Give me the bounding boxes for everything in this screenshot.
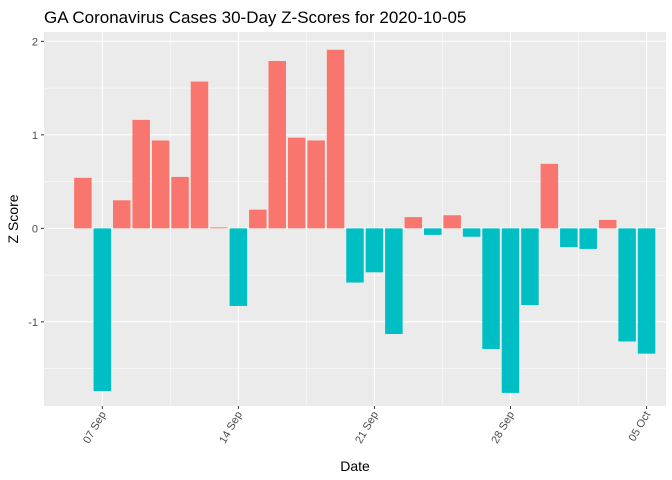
bar bbox=[462, 228, 481, 237]
bar bbox=[326, 49, 345, 229]
x-tick-label: 21 Sep bbox=[353, 410, 381, 446]
x-axis: 07 Sep 14 Sep 21 Sep 28 Sep 05 Oct bbox=[81, 406, 653, 446]
bar bbox=[598, 219, 617, 229]
y-tick-label: 1 bbox=[32, 130, 38, 142]
bar bbox=[443, 215, 461, 229]
bar bbox=[424, 228, 442, 235]
y-axis: -1 0 1 2 bbox=[28, 36, 44, 329]
y-tick-label: -1 bbox=[28, 317, 38, 329]
bar bbox=[190, 81, 209, 229]
bar bbox=[365, 228, 384, 273]
bar bbox=[132, 119, 150, 229]
x-tick-label: 07 Sep bbox=[81, 410, 109, 446]
bar bbox=[560, 228, 578, 248]
x-axis-title: Date bbox=[340, 458, 370, 474]
bar bbox=[540, 163, 559, 229]
bars bbox=[74, 49, 656, 393]
chart-title: GA Coronavirus Cases 30-Day Z-Scores for… bbox=[44, 8, 466, 27]
bar bbox=[93, 228, 112, 392]
bar bbox=[249, 209, 267, 229]
bar bbox=[151, 140, 170, 229]
bar bbox=[171, 176, 189, 229]
bar bbox=[637, 228, 656, 354]
bar bbox=[482, 228, 500, 349]
bar bbox=[404, 217, 423, 229]
bar bbox=[385, 228, 403, 335]
y-axis-title: Z Score bbox=[5, 194, 21, 243]
bar bbox=[113, 200, 131, 229]
bar bbox=[521, 228, 539, 306]
bar bbox=[579, 228, 597, 249]
y-tick-label: 2 bbox=[32, 36, 38, 48]
x-tick-label: 28 Sep bbox=[489, 410, 517, 446]
x-tick-label: 05 Oct bbox=[627, 410, 654, 444]
y-tick-label: 0 bbox=[32, 223, 38, 235]
bar bbox=[268, 60, 286, 229]
bar bbox=[287, 137, 306, 229]
bar bbox=[618, 228, 636, 342]
bar bbox=[210, 227, 228, 229]
bar bbox=[346, 228, 364, 283]
x-tick-label: 14 Sep bbox=[217, 410, 245, 446]
bar bbox=[307, 140, 325, 229]
bar bbox=[74, 177, 92, 229]
bar bbox=[229, 228, 248, 306]
bar bbox=[501, 228, 520, 393]
